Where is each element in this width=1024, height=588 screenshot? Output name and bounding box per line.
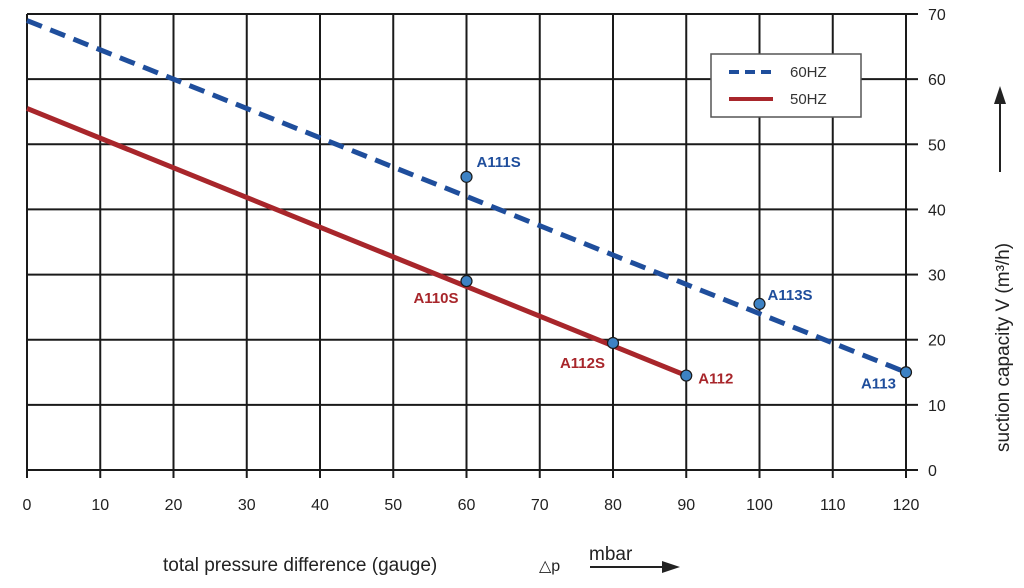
x-axis-unit: mbar xyxy=(589,544,633,565)
x-tick-label: 10 xyxy=(91,497,109,514)
x-tick-label: 30 xyxy=(238,497,256,514)
data-point-a113s xyxy=(753,297,766,310)
y-tick-label: 50 xyxy=(928,137,946,154)
point-label-a112s: A112S xyxy=(560,355,605,372)
x-tick-label: 40 xyxy=(311,497,329,514)
x-tick-label: 120 xyxy=(893,497,920,514)
delta-p-symbol: △p xyxy=(539,558,560,575)
y-tick-label: 0 xyxy=(928,463,937,480)
y-tick-label: 10 xyxy=(928,398,946,415)
legend-label-60hz: 60HZ xyxy=(790,64,827,81)
x-axis-arrow-head xyxy=(662,561,680,573)
legend-box xyxy=(710,53,862,118)
x-tick-label: 0 xyxy=(23,497,32,514)
y-tick-label: 60 xyxy=(928,72,946,89)
data-points: A111S A113S A113 A110S A112S A112 xyxy=(413,154,913,392)
x-tick-label: 20 xyxy=(165,497,183,514)
y-axis-label: suction capacity V (m³/h) xyxy=(993,243,1014,452)
point-label-a110s: A110S xyxy=(413,290,458,307)
y-tick-label: 70 xyxy=(928,7,946,24)
data-point-a110s xyxy=(460,274,473,288)
x-tick-label: 80 xyxy=(604,497,622,514)
y-tick-label: 30 xyxy=(928,268,946,285)
data-point-a111s xyxy=(460,170,473,183)
point-label-a111s: A111S xyxy=(477,154,521,171)
y-tick-label: 20 xyxy=(928,333,946,350)
point-label-a113: A113 xyxy=(861,375,896,392)
y-axis-arrow-head xyxy=(994,86,1006,104)
y-axis-title: suction capacity V (m³/h) xyxy=(993,86,1014,452)
x-tick-label: 60 xyxy=(458,497,476,514)
series-line-60hz xyxy=(26,18,907,375)
data-point-a112 xyxy=(680,369,693,382)
x-tick-label: 110 xyxy=(820,497,846,514)
x-tick-label: 90 xyxy=(677,497,695,514)
data-point-a113 xyxy=(899,366,913,379)
x-axis-title: total pressure difference (gauge) △p mba… xyxy=(163,544,680,576)
y-axis-ticks: 0 10 20 30 40 50 60 70 xyxy=(906,7,946,480)
legend: 60HZ 50HZ xyxy=(710,53,862,118)
point-label-a112: A112 xyxy=(698,371,733,388)
x-axis-ticks: 0 10 20 30 40 50 60 70 80 90 100 110 120 xyxy=(23,470,920,514)
x-tick-label: 100 xyxy=(746,497,773,514)
series-line-50hz xyxy=(26,106,688,378)
x-axis-label: total pressure difference (gauge) xyxy=(163,555,437,576)
x-tick-label: 70 xyxy=(531,497,549,514)
y-tick-label: 40 xyxy=(928,202,946,219)
legend-label-50hz: 50HZ xyxy=(790,91,827,108)
x-tick-label: 50 xyxy=(384,497,402,514)
data-point-a112s xyxy=(606,336,620,350)
point-label-a113s: A113S xyxy=(768,287,813,304)
series xyxy=(26,18,907,378)
